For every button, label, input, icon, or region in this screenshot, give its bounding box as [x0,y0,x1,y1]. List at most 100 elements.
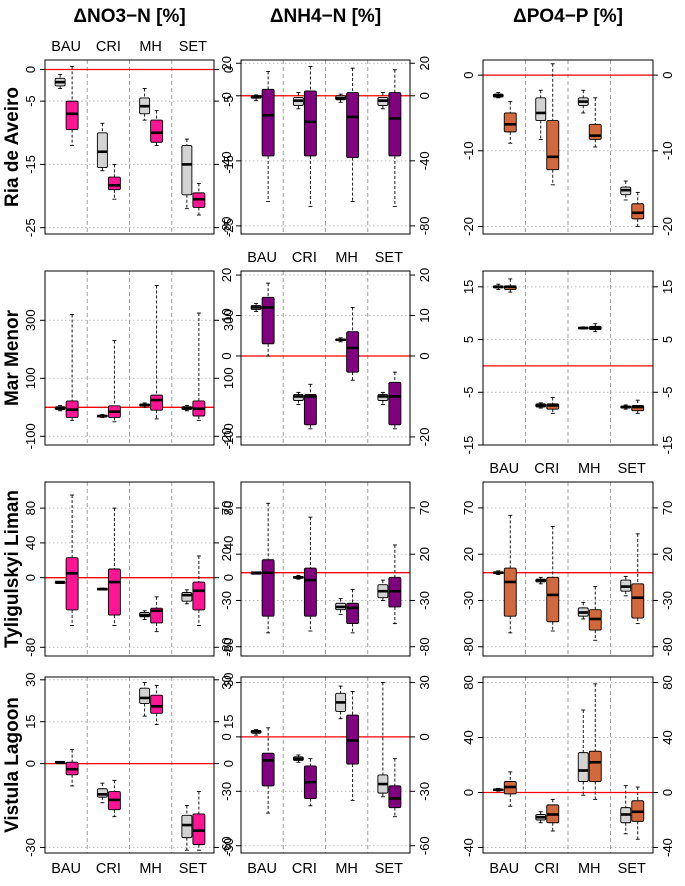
panel-mar-nh4-cri-scenario-box [303,383,317,430]
panel-ria-nh4-cri-reference-box [292,92,304,110]
column-title-nh4: ΔNH4−N [%] [270,6,381,27]
panel-mar-po4-right-tick-label: 5 [660,336,675,343]
panel-mar-no3-left-tick-label: 100 [23,367,38,389]
panel-tyl-po4-left-tick-label: -30 [461,591,476,610]
panel-vis-po4-left-tick-label: 80 [461,675,476,689]
panel-tyl-no3-mh-reference-box [139,610,151,620]
panel-vis-no3-left-tick-label: -30 [23,838,38,857]
panel-ria-nh4-right-tick-label: 20 [417,56,432,70]
category-label-top-po4-cri: CRI [534,461,559,477]
panel-ria-nh4: 20 200 0-40 -40-80 -80 [219,56,432,235]
panel-mar-no3-mh-reference-box [139,402,151,408]
panel-tyl-nh4-left-tick-label: 70 [219,501,234,515]
panel-ria-po4-left-tick-label: -20 [461,217,476,236]
row-title-ria: Ria de Aveiro [2,87,23,207]
panel-ria-po4-frame [482,59,654,235]
panel-tyl-no3-bau-reference-box [54,580,66,584]
category-label-bottom-nh4-cri: CRI [292,861,317,877]
panel-ria-no3-bau-scenario-box-iqr [65,100,79,131]
panel-mar-po4-bau-reference-box [492,283,504,290]
panel-mar-po4-set-reference-box [620,404,632,410]
panel-vis-nh4-left-tick-label: -30 [219,782,234,801]
row-title-tyl: Tyligulskyi Liman [2,490,23,648]
row-titles: Ria de Aveiro Mar Menor Tyligulskyi Liman V… [2,87,23,833]
category-label-top-po4-set: SET [618,461,646,477]
panel-vis-nh4-cri-scenario-box [303,758,317,807]
category-label-top-nh4-cri: CRI [292,250,317,266]
panel-vis-po4: 80 80 40 40 0 0 -40 -40 [461,675,675,857]
panel-tyl-nh4-cri-scenario-box-iqr [303,567,317,617]
panel-mar-nh4-cri-reference-box [292,391,304,405]
panel-tyl-po4-left-tick-label: 20 [461,547,476,561]
column-titles: ΔNO3−N [%] ΔNH4−N [%] ΔPO4−P [%] [73,6,623,27]
panel-vis-po4-mh-reference-box-iqr [577,752,589,782]
panel-tyl-no3-right-tick-label: 80 [221,501,236,515]
panel-mar-no3-frame [44,270,215,446]
panel-vis-no3-cri-scenario-box [107,779,121,818]
panel-mar-po4-left-tick-label: -5 [461,386,476,398]
panel-mar-nh4-left-tick-label: 0 [219,352,234,359]
panel-vis-no3-right-tick-label: -30 [221,838,236,857]
panel-vis-po4-right-tick-label: 0 [660,789,675,796]
panel-mar-no3-right-tick-label: 100 [221,367,236,389]
category-label-top-nh4-bau: BAU [247,250,277,266]
panel-tyl-po4-left-tick-label: -80 [461,637,476,656]
panel-tyl-no3-right-tick-label: 0 [221,574,236,581]
panel-tyl-no3-bau-scenario-box [65,494,79,626]
panel-vis-nh4-right-tick-label: 0 [417,733,432,740]
panel-ria-no3-cri-scenario-box [107,163,121,200]
panel-mar-po4: 15 15 5 5 -5 -5 -15 -15 [461,270,675,455]
panel-mar-no3-set-reference-box [181,405,193,412]
category-label-top-no3-set: SET [179,39,207,55]
panel-vis-po4-set-scenario-box [631,786,645,840]
panel-ria-po4-set-scenario-box [631,191,645,227]
panel-mar-no3-left-tick-label: 300 [23,309,38,331]
panel-vis-po4-cri-reference-box [535,811,547,824]
category-label-top-po4-bau: BAU [489,461,519,477]
category-label-bottom-nh4-set: SET [375,861,403,877]
panel-ria-no3-mh-reference-box [139,88,151,121]
panel-vis-po4-left-tick-label: -40 [461,838,476,857]
panel-vis-nh4-mh-scenario-box [346,691,360,801]
panel-tyl-po4-right-tick-label: -80 [660,637,675,656]
panel-mar-no3-bau-scenario-box [65,314,79,421]
panel-ria-nh4-set-reference-box [377,92,389,110]
panel-vis-no3-set-scenario-box [192,791,206,851]
category-label-top-no3-cri: CRI [96,39,121,55]
panel-mar-po4-cri-reference-box [535,402,547,409]
panel-mar-no3-bau-reference-box [54,405,66,412]
panel-mar-no3-cri-reference-box [96,414,108,418]
panel-ria-nh4-cri-scenario-box [303,66,317,207]
panel-tyl-po4-cri-scenario-box-iqr [546,576,560,623]
panel-mar-nh4-right-tick-label: -20 [417,428,432,447]
panel-mar-po4-right-tick-label: -5 [660,386,675,398]
panel-vis-nh4-right-tick-label: 30 [417,675,432,689]
panel-vis-no3-mh-reference-box [139,682,151,717]
panel-tyl-po4-bau-scenario-box [503,514,517,634]
panel-mar-nh4-right-tick-label: 20 [417,268,432,282]
panel-vis-no3-cri-reference-box [96,782,108,804]
panel-vis-po4-bau-reference-box [492,787,504,792]
category-label-bottom-nh4-bau: BAU [247,861,277,877]
panel-tyl-po4-right-tick-label: 20 [660,547,675,561]
panel-mar-no3-right-tick-label: 300 [221,309,236,331]
category-label-bottom-no3-cri: CRI [96,861,121,877]
panel-vis-no3-left-tick-label: 15 [23,714,38,728]
panel-vis-no3-mh-scenario-box [150,684,164,725]
panel-ria-nh4-mh-scenario-box [346,67,360,202]
panel-tyl-po4-set-scenario-box-iqr [631,583,645,619]
panel-tyl-nh4-set-scenario-box [388,544,402,625]
panel-vis-po4-mh-reference-box [577,709,589,796]
panel-vis-no3: 30 30 15 15 0 0 -30 -30 [23,673,236,857]
panel-vis-no3-set-reference-box [181,805,193,851]
panel-tyl-no3-left-tick-label: 80 [23,501,38,515]
category-label-top-po4-mh: MH [578,461,601,477]
panel-mar-po4-right-tick-label: -15 [660,436,675,455]
panel-ria-po4-cri-reference-box [535,89,547,140]
panel-tyl-po4-cri-reference-box [535,576,547,585]
panel-tyl-no3-set-scenario-box-iqr [192,581,206,611]
panel-vis-nh4-right-tick-label: -30 [417,782,432,801]
panel-ria-no3: 0 0-5 -5-15 -15-25 -25 [23,59,236,237]
